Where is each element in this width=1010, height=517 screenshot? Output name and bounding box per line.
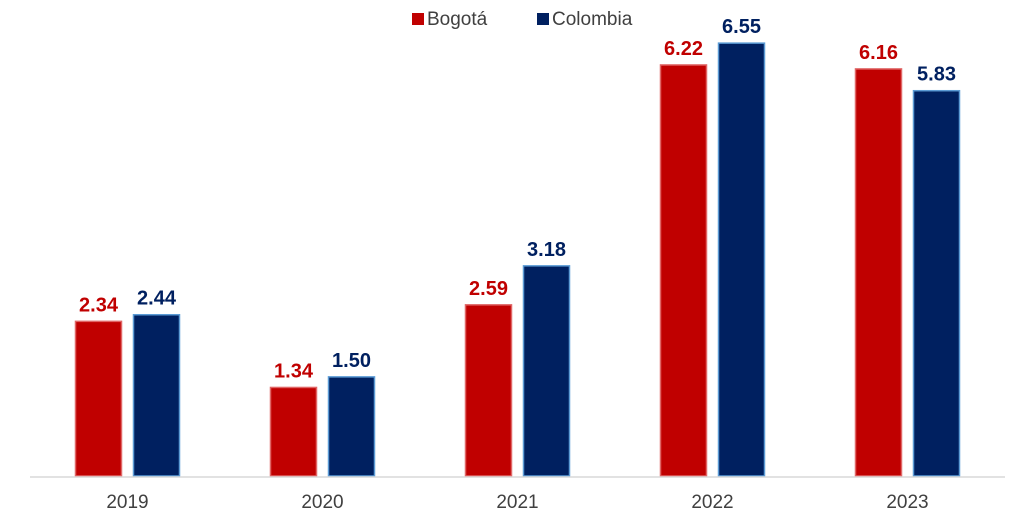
- data-label-colombia-2021: 3.18: [527, 239, 566, 261]
- data-label-bogot-2019: 2.34: [79, 294, 119, 316]
- data-label-colombia-2023: 5.83: [917, 64, 956, 86]
- data-label-colombia-2020: 1.50: [332, 350, 371, 372]
- bar-colombia-2022: [717, 42, 766, 477]
- data-label-colombia-2019: 2.44: [137, 288, 177, 310]
- x-tick-label-2019: 2019: [106, 492, 148, 513]
- bar-colombia-2019: [132, 313, 181, 477]
- legend: Bogotá Colombia: [412, 9, 633, 30]
- x-tick-label-2023: 2023: [886, 492, 928, 513]
- legend-swatch-bogot: [412, 13, 424, 25]
- bar-bogot-2023: [854, 68, 903, 477]
- data-label-bogot-2022: 6.22: [664, 38, 703, 60]
- legend-label-bogot: Bogotá: [427, 9, 488, 30]
- x-tick-label-2022: 2022: [691, 492, 733, 513]
- bars-group: [74, 42, 961, 477]
- bar-bogot-2022: [659, 64, 708, 477]
- bar-bogot-2020: [269, 386, 318, 477]
- data-label-bogot-2021: 2.59: [469, 278, 508, 300]
- data-label-bogot-2020: 1.34: [274, 360, 314, 382]
- data-label-colombia-2022: 6.55: [722, 16, 761, 38]
- bar-colombia-2023: [912, 89, 961, 477]
- data-label-bogot-2023: 6.16: [859, 42, 898, 64]
- x-tick-label-2020: 2020: [301, 492, 343, 513]
- bar-colombia-2020: [327, 376, 376, 477]
- bar-bogot-2019: [74, 320, 123, 477]
- x-tick-label-2021: 2021: [496, 492, 538, 513]
- data-labels-group: 2.34 2.44 1.34 1.50 2.59 3.18 6.22 6.55 6.16 5.83: [79, 16, 956, 382]
- bar-colombia-2021: [522, 265, 571, 477]
- legend-label-colombia: Colombia: [552, 9, 633, 30]
- legend-swatch-colombia: [537, 13, 549, 25]
- x-tick-labels: 2019 2020 2021 2022 2023: [106, 492, 928, 513]
- bar-bogot-2021: [464, 304, 513, 477]
